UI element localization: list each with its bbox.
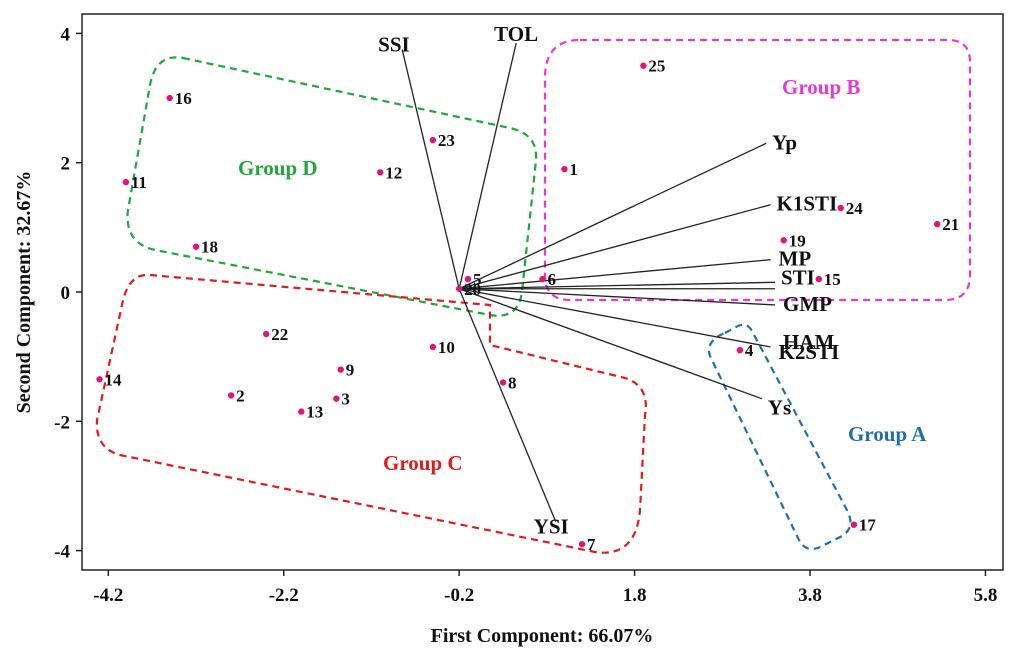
vector-label-ssi: SSI: [378, 33, 410, 57]
point-10: [429, 343, 437, 351]
y-tick-label: -4: [54, 542, 70, 563]
group-d-label: Group D: [238, 156, 318, 180]
vector-label-ys: Ys: [768, 396, 791, 420]
point-15: [815, 275, 822, 283]
point-label-19: 19: [789, 231, 806, 250]
point-11: [122, 178, 130, 186]
point-label-16: 16: [175, 89, 192, 108]
point-label-7: 7: [587, 535, 596, 554]
point-23: [429, 136, 437, 144]
y-axis-title: Second Component: 32.67%: [13, 171, 35, 414]
point-label-3: 3: [341, 390, 350, 409]
x-tick-label: -4.2: [93, 585, 123, 606]
group-c-label: Group C: [383, 451, 463, 475]
point-2: [227, 392, 235, 399]
group-c-boundary: [95, 273, 647, 554]
point-label-6: 6: [548, 270, 557, 289]
vector-line-sti: [459, 281, 775, 290]
point-label-21: 21: [942, 215, 959, 234]
point-label-4: 4: [745, 341, 754, 360]
point-label-1: 1: [569, 160, 578, 179]
vector-label-gmp: GMP: [783, 292, 832, 316]
point-label-8: 8: [508, 374, 517, 393]
point-label-18: 18: [201, 238, 218, 257]
vector-label-k1sti: K1STI: [777, 192, 838, 216]
y-tick-label: 0: [61, 283, 71, 304]
x-tick-label: -0.2: [444, 585, 474, 606]
vector-line-ys: [458, 288, 763, 400]
vector-line-k2sti: [459, 288, 771, 348]
vector-label-ham: HAM: [783, 330, 835, 354]
point-label-15: 15: [824, 270, 841, 289]
y-tick-label: -2: [54, 412, 70, 433]
point-4: [736, 346, 744, 354]
vector-line-ham: [459, 288, 775, 306]
y-tick-label: 4: [61, 24, 71, 45]
vector-line-k1sti: [459, 204, 771, 290]
point-22: [263, 330, 270, 338]
point-9: [337, 366, 344, 373]
x-tick-label: 5.8: [974, 585, 998, 606]
vector-label-tol: TOL: [494, 22, 538, 46]
point-20: [455, 285, 463, 292]
vector-line-tol: [458, 42, 517, 289]
point-13: [298, 408, 305, 415]
point-7: [578, 540, 586, 548]
point-label-5: 5: [473, 270, 482, 289]
point-label-24: 24: [846, 199, 864, 218]
point-label-22: 22: [271, 325, 288, 344]
plot-frame: [81, 13, 1004, 571]
point-3: [333, 395, 340, 402]
point-24: [837, 204, 844, 212]
group-b-label: Group B: [782, 75, 860, 99]
vector-line-ssi: [401, 49, 460, 289]
y-tick-label: 2: [61, 154, 71, 175]
point-label-25: 25: [648, 57, 665, 76]
point-label-14: 14: [105, 370, 123, 389]
point-17: [850, 521, 858, 528]
point-14: [96, 376, 103, 383]
point-label-12: 12: [385, 163, 402, 182]
vector-label-k2sti: K2STI: [779, 340, 840, 364]
x-tick-label: -2.2: [269, 585, 299, 606]
point-label-20: 20: [464, 280, 481, 299]
vector-line-ysi: [458, 288, 557, 522]
group-a-boundary: [707, 323, 852, 550]
point-label-10: 10: [438, 338, 455, 357]
vector-label-ysi: YSI: [534, 515, 569, 539]
vector-label-mp: MP: [779, 247, 812, 271]
vector-label-yp: Yp: [772, 130, 797, 154]
vector-line-mp: [459, 259, 771, 290]
point-6: [539, 275, 546, 283]
x-tick-label: 1.8: [623, 585, 647, 606]
point-1: [561, 165, 568, 173]
group-b-boundary: [543, 38, 972, 302]
x-axis-title: First Component: 66.07%: [431, 625, 654, 647]
point-25: [640, 62, 647, 69]
point-18: [192, 243, 200, 250]
point-19: [780, 237, 787, 244]
point-5: [464, 275, 472, 283]
point-label-23: 23: [438, 131, 455, 150]
group-a-label: Group A: [848, 422, 927, 446]
vector-label-sti: STI: [781, 265, 815, 289]
point-label-13: 13: [306, 403, 323, 422]
point-label-2: 2: [236, 386, 245, 405]
vector-line-yp: [458, 142, 767, 290]
point-12: [377, 169, 384, 176]
point-label-11: 11: [131, 173, 147, 192]
point-label-9: 9: [346, 361, 355, 380]
point-8: [499, 379, 507, 386]
x-tick-label: 3.8: [798, 585, 822, 606]
group-boundaries: [95, 38, 972, 554]
point-21: [934, 220, 941, 228]
point-16: [166, 94, 173, 102]
point-label-17: 17: [859, 516, 877, 535]
